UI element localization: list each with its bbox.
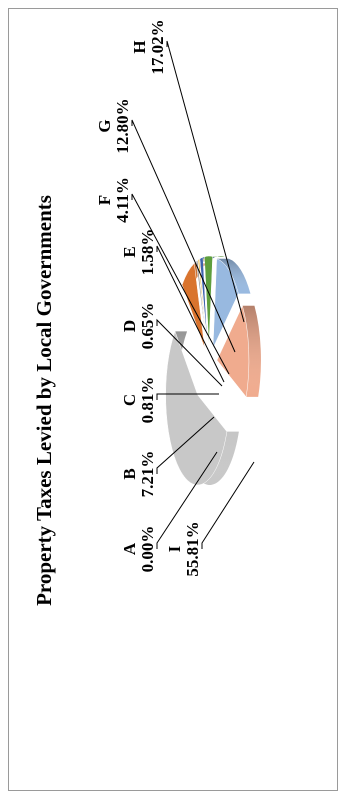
- category-label-a: A: [120, 542, 139, 555]
- category-label-f: F: [95, 195, 114, 205]
- category-label-b: B: [120, 468, 139, 479]
- value-label-h: 17.02%: [148, 19, 167, 74]
- value-label-c: 0.81%: [138, 377, 157, 424]
- leader-line-b: [156, 416, 215, 474]
- value-label-g: 12.80%: [113, 98, 132, 153]
- value-label-a: 0.00%: [138, 526, 157, 573]
- category-label-c: C: [120, 394, 139, 406]
- pie-slice-e: [199, 256, 208, 347]
- chart-frame: Property Taxes Levied by Local Governmen…: [8, 8, 338, 791]
- category-label-i: I: [165, 545, 184, 552]
- category-label-g: G: [95, 119, 114, 132]
- pie-slice-c: [195, 259, 207, 347]
- pie-slice-h: [216, 305, 250, 398]
- value-label-i: 55.81%: [183, 521, 202, 576]
- leader-line-d: [156, 318, 223, 387]
- leader-line-c: [156, 393, 219, 400]
- pie-slice-g-side-shade: [216, 258, 251, 294]
- leader-line-h: [166, 40, 245, 323]
- pie-chart: Property Taxes Levied by Local Governmen…: [32, 19, 261, 606]
- pie-slice-b: [181, 262, 206, 349]
- value-label-e: 1.58%: [138, 229, 157, 276]
- leader-line-f: [131, 193, 230, 375]
- value-label-d: 0.65%: [138, 303, 157, 350]
- pie-slice-g: [212, 258, 239, 349]
- leader-line-a: [156, 451, 218, 549]
- category-label-e: E: [120, 246, 139, 257]
- pie-slice-d: [197, 258, 208, 347]
- leader-line-e: [156, 245, 225, 383]
- category-label-d: D: [120, 320, 139, 332]
- leader-line-g: [131, 119, 236, 353]
- value-label-f: 4.11%: [113, 177, 132, 223]
- leader-line-i: [201, 461, 255, 549]
- chart-title: Property Taxes Levied by Local Governmen…: [32, 195, 56, 606]
- category-label-h: H: [130, 40, 149, 53]
- pie-slice-i: [165, 330, 228, 486]
- pie-slice-f: [204, 255, 213, 347]
- value-label-b: 7.21%: [138, 451, 157, 498]
